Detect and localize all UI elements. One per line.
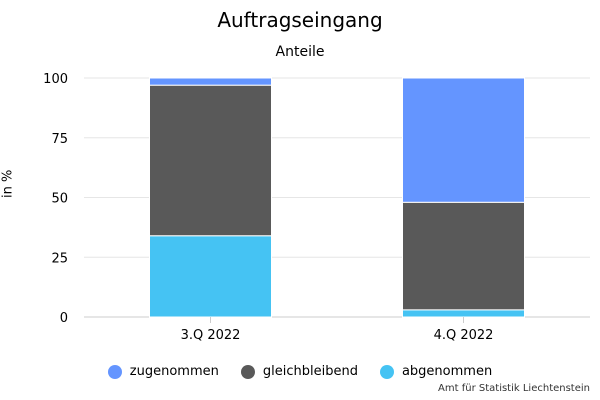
y-tick-label: 50: [51, 192, 68, 207]
chart-title: Auftragseingang: [217, 8, 383, 32]
bar-gleichbleibend-0: [149, 84, 272, 237]
bar-abgenommen-0: [149, 235, 272, 318]
legend-item-gleichbleibend[interactable]: gleichbleibend: [240, 364, 358, 379]
legend-item-abgenommen[interactable]: abgenommen: [379, 364, 493, 379]
y-tick-label: 100: [43, 72, 68, 87]
chart-subtitle: Anteile: [275, 44, 325, 60]
y-tick-label: 0: [60, 311, 68, 326]
bar-abgenommen-1: [402, 309, 525, 318]
legend-marker: [240, 364, 255, 379]
bar-gleichbleibend-1: [402, 201, 525, 311]
y-tick-label: 75: [51, 132, 68, 147]
legend: zugenommen gleichbleibend abgenommen: [0, 364, 600, 379]
legend-item-zugenommen[interactable]: zugenommen: [107, 364, 219, 379]
y-tick-label: 25: [51, 251, 68, 266]
legend-marker: [379, 364, 394, 379]
legend-label: abgenommen: [401, 364, 493, 379]
legend-marker: [107, 364, 122, 379]
legend-label: zugenommen: [129, 364, 219, 379]
legend-label: gleichbleibend: [262, 364, 358, 379]
bar-zugenommen-0: [149, 77, 272, 86]
x-tick-label: 3.Q 2022: [181, 328, 241, 343]
x-tick-label: 4.Q 2022: [434, 328, 494, 343]
bar-zugenommen-1: [402, 77, 525, 203]
credits: Amt für Statistik Liechtenstein: [438, 383, 590, 394]
